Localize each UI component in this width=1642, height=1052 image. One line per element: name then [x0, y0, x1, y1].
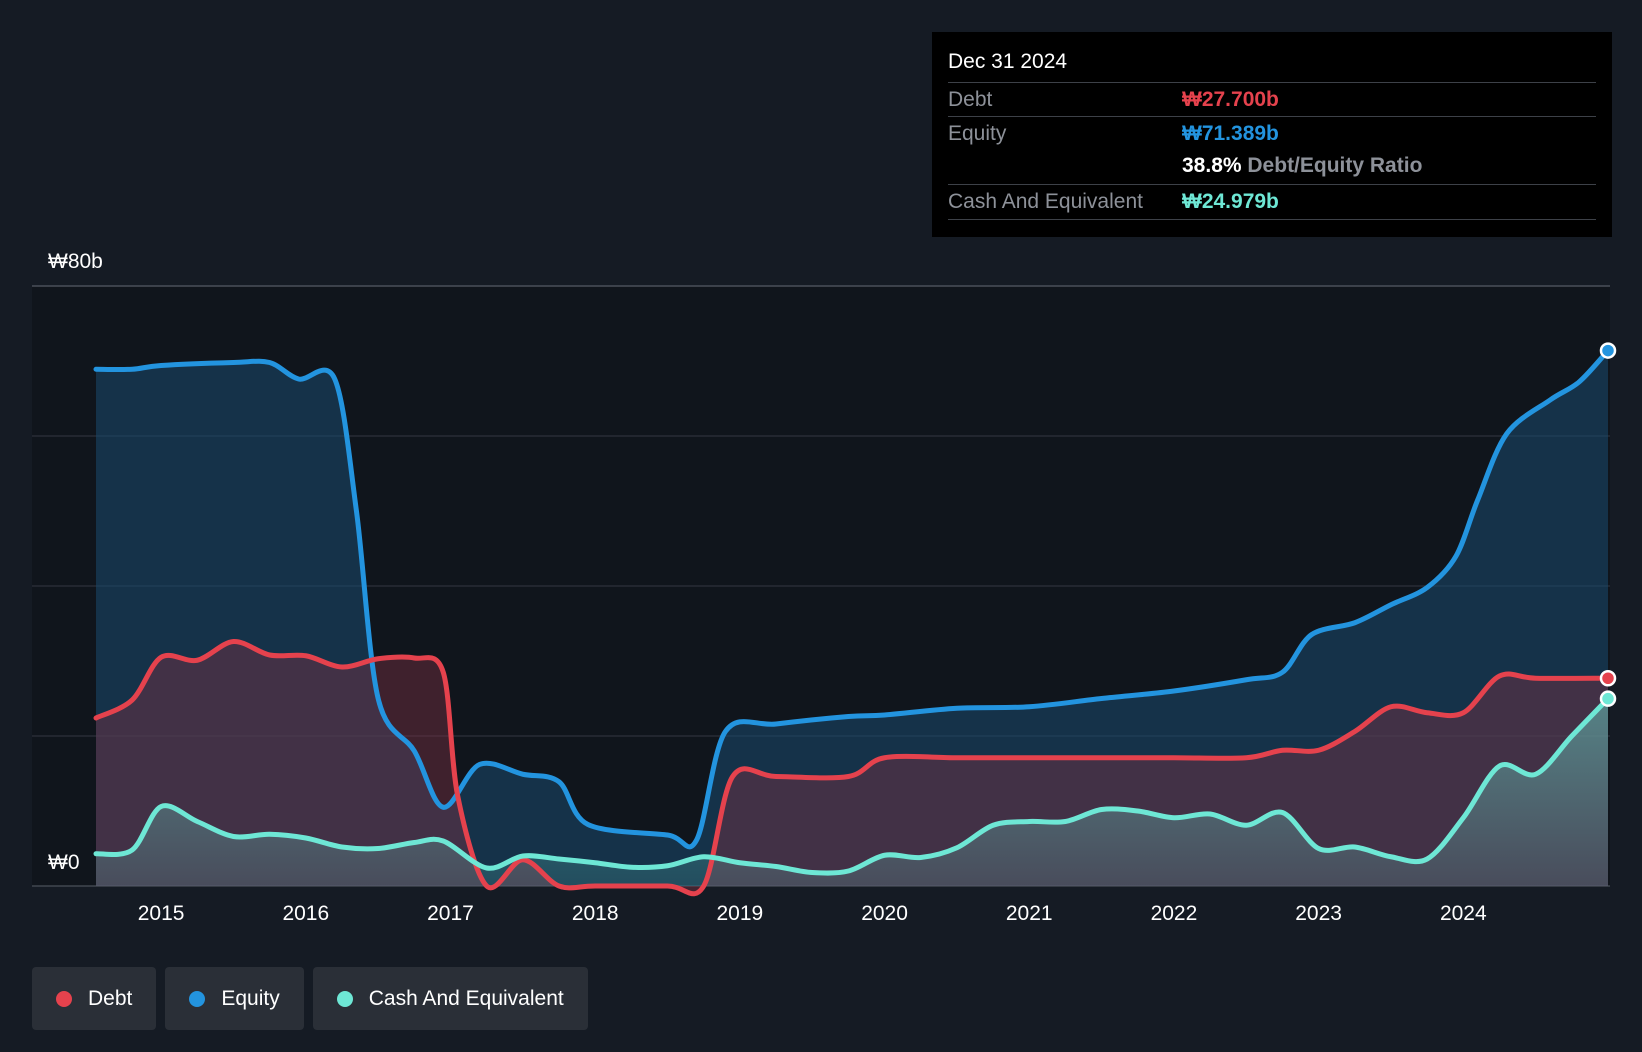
x-tick-2017: 2017	[427, 902, 474, 925]
tooltip-ratio-label: Debt/Equity Ratio	[1247, 154, 1423, 177]
tooltip-cash-row: Cash And Equivalent ₩24.979b	[948, 184, 1596, 219]
x-tick-2015: 2015	[138, 902, 185, 925]
x-tick-2019: 2019	[717, 902, 764, 925]
tooltip-date: Dec 31 2024	[948, 50, 1068, 73]
x-tick-2023: 2023	[1295, 902, 1342, 925]
tooltip-equity-label: Equity	[948, 122, 1007, 145]
legend-label-cash: Cash And Equivalent	[368, 986, 564, 1010]
x-tick-2020: 2020	[861, 902, 908, 925]
tooltip-debt-row: Debt ₩27.700b	[948, 82, 1596, 117]
legend-dot-debt-icon	[56, 990, 72, 1007]
line-cash-and-equivalent	[93, 696, 1611, 876]
legend-item-debt[interactable]: Debt	[32, 967, 157, 1030]
tooltip-equity-row: Equity ₩71.389b	[948, 116, 1596, 151]
endpoint-cash-and-equivalent[interactable]	[1599, 690, 1617, 707]
endpoint-debt[interactable]	[1599, 670, 1617, 687]
tooltip-ratio: 38.8% Debt/Equity Ratio	[1182, 154, 1422, 178]
y-axis-bottom-label: ₩0	[48, 851, 80, 874]
legend-label-equity: Equity	[221, 986, 280, 1010]
tooltip-divider	[948, 219, 1596, 220]
tooltip-equity-value: ₩71.389b	[1182, 122, 1279, 145]
x-tick-2018: 2018	[572, 902, 619, 925]
legend-item-cash[interactable]: Cash And Equivalent	[312, 967, 588, 1030]
area-cash-and-equivalent	[96, 698, 1608, 886]
chart-legend: Debt Equity Cash And Equivalent	[32, 967, 588, 1030]
data-tooltip: Dec 31 2024 Debt ₩27.700b Equity ₩71.389…	[932, 32, 1612, 237]
tooltip-ratio-value: 38.8%	[1182, 154, 1242, 177]
tooltip-debt-value: ₩27.700b	[1182, 88, 1279, 111]
x-tick-2016: 2016	[282, 902, 329, 925]
legend-dot-equity-icon	[189, 990, 206, 1007]
line-debt	[93, 639, 1611, 897]
x-tick-2021: 2021	[1006, 902, 1053, 925]
legend-dot-cash-icon	[336, 990, 353, 1007]
endpoint-equity[interactable]	[1599, 342, 1617, 359]
line-equity	[93, 348, 1611, 850]
area-equity	[96, 350, 1608, 886]
y-axis-top-label: ₩80b	[48, 250, 103, 273]
legend-label-debt: Debt	[88, 986, 133, 1010]
tooltip-cash-value: ₩24.979b	[1182, 190, 1279, 213]
x-tick-2022: 2022	[1151, 902, 1198, 925]
tooltip-cash-label: Cash And Equivalent	[948, 190, 1143, 213]
x-tick-2024: 2024	[1440, 902, 1487, 925]
legend-item-equity[interactable]: Equity	[165, 967, 304, 1030]
tooltip-debt-label: Debt	[948, 88, 993, 111]
